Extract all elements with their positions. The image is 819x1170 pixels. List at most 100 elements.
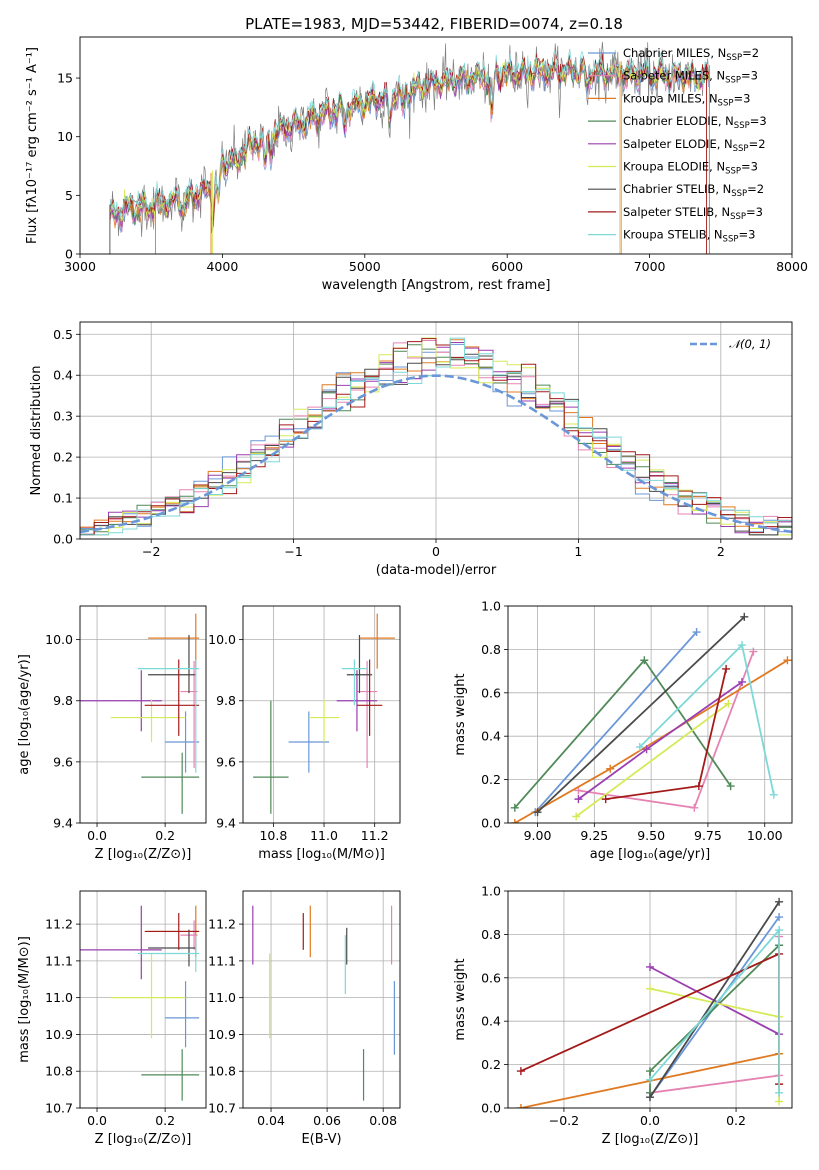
- residuals-ytick-label-4: 0.4: [53, 368, 73, 383]
- axes-Z-weight: −0.2 0.0 0.2 0.0 0.2 0.4 0.6 0.8 1.0 Z [log₁₀(Z/Z…: [453, 884, 793, 1147]
- Z-age-point-salpeter-stelib: [144, 659, 200, 736]
- legend-suffix-kroupa-miles: =3: [733, 91, 750, 105]
- axes-Z-mass: 0.0 0.2 10.7 10.8 10.9 11.0 11.1 11.2 Z [log₁₀(Z…: [17, 890, 207, 1147]
- legend-suffix-chabrier-elodie: =3: [750, 114, 767, 128]
- Z-weight-frame: [507, 890, 793, 1109]
- spectrum-marks: [109, 41, 710, 254]
- age-weight-marker-salpeter-elodie-1: [642, 745, 651, 754]
- Z-age-ytick-label-3: 10.0: [45, 632, 73, 647]
- age-weight-frame: [507, 605, 793, 824]
- Z-weight-ytick-label-2: 0.4: [481, 1014, 501, 1029]
- age-weight-ytick-label-5: 1.0: [481, 599, 501, 614]
- Z-mass-ytick-label-0: 10.7: [45, 1101, 73, 1116]
- age-weight-marker-chabrier-stelib-1: [740, 612, 749, 621]
- spectrum-xtick-label-0: 3000: [64, 259, 96, 274]
- residuals-xtick-label-2: 0: [432, 544, 440, 559]
- Z-age-frame: [79, 605, 207, 824]
- mass-age-point-kroupa-stelib: [341, 659, 368, 706]
- Z-weight-marker-kroupa-stelib-2: [775, 1088, 784, 1097]
- legend-sub-kroupa-stelib: SSP: [723, 235, 739, 245]
- ebv-mass-xtick-label-2: 0.08: [369, 1113, 397, 1128]
- Z-age-xtick-label-0: 0.0: [87, 828, 107, 843]
- Z-age-marks: [80, 613, 200, 814]
- legend-text-kroupa-miles: Kroupa MILES, N: [623, 91, 718, 105]
- mass-age-point-salpeter-stelib: [356, 659, 383, 736]
- residuals-xtick-label-1: −1: [284, 544, 302, 559]
- legend-label-chabrier-elodie: Chabrier ELODIE, NSSP=3: [623, 114, 767, 131]
- age-weight-marker-salpeter-stelib-1: [694, 782, 703, 791]
- residuals-xtick-label-0: −2: [142, 544, 160, 559]
- legend-text-salpeter-elodie: Salpeter ELODIE, N: [623, 137, 733, 151]
- legend-sub-kroupa-miles: SSP: [718, 98, 734, 108]
- age-weight-xtick-label-3: 9.75: [694, 828, 722, 843]
- Z-age-point-kroupa-stelib: [137, 659, 200, 773]
- Z-age-xtick-label-1: 0.2: [155, 828, 175, 843]
- ebv-mass-ytick-label-1: 10.8: [208, 1064, 236, 1079]
- ebv-mass-ytick-label-2: 10.9: [208, 1027, 236, 1042]
- ebv-mass-ytick-label-4: 11.1: [208, 953, 236, 968]
- ebv-mass-xlabel: E(B-V): [301, 1132, 341, 1147]
- ebv-mass-xtick-label-1: 0.06: [313, 1113, 341, 1128]
- residuals-frame: [79, 321, 793, 540]
- spectrum-xtick-label-3: 6000: [491, 259, 523, 274]
- legend-suffix-salpeter-elodie: =2: [749, 137, 766, 151]
- Z-mass-ytick-label-4: 11.1: [45, 953, 73, 968]
- Z-weight-ytick-label-3: 0.6: [481, 970, 501, 985]
- age-weight-marker-kroupa-miles-2: [783, 656, 792, 665]
- residuals-ytick-label-0: 0.0: [53, 532, 73, 547]
- age-weight-marker-kroupa-miles-0: [510, 819, 519, 823]
- residuals-xlabel: (data-model)/error: [376, 563, 497, 578]
- legend-label-kroupa-miles: Kroupa MILES, NSSP=3: [623, 91, 750, 108]
- legend-suffix-chabrier-stelib: =2: [747, 182, 764, 196]
- mass-age-point-kroupa-elodie: [308, 699, 340, 743]
- age-weight-marker-chabrier-elodie-2: [726, 782, 735, 791]
- spectrum-xlabel: wavelength [Angstrom, rest frame]: [322, 278, 551, 293]
- Z-mass-point-salpeter-elodie: [80, 905, 162, 980]
- age-weight-marks: [510, 612, 792, 823]
- legend-sub-kroupa-elodie: SSP: [725, 167, 741, 177]
- age-weight-marker-kroupa-elodie-0: [572, 812, 581, 821]
- Z-weight-line-chabrier-stelib: [649, 901, 780, 1098]
- legend-sub-chabrier-stelib: SSP: [731, 189, 747, 199]
- age-weight-marker-salpeter-miles-1: [690, 803, 699, 812]
- age-weight-line-chabrier-miles: [534, 631, 698, 813]
- Z-age-point-kroupa-miles: [148, 613, 200, 669]
- legend-text-chabrier-stelib: Chabrier STELIB, N: [623, 182, 731, 196]
- spectrum-xtick-label-5: 8000: [776, 259, 808, 274]
- age-weight-marker-kroupa-stelib-0: [635, 743, 644, 752]
- residuals-xtick-label-4: 2: [717, 544, 725, 559]
- mass-age-xlabel: mass [log₁₀(M/M⊙)]: [258, 847, 385, 862]
- age-weight-marker-kroupa-miles-1: [606, 764, 615, 773]
- spectrum-frame: [79, 36, 793, 255]
- Z-weight-ytick-label-0: 0.0: [481, 1101, 501, 1116]
- Z-age-xlabel: Z [log₁₀(Z/Z⊙)]: [95, 847, 192, 862]
- spectrum-ytick-label-2: 10: [57, 129, 73, 144]
- mass-age-point-salpeter-elodie: [336, 670, 378, 732]
- mass-age-ytick-label-0: 9.4: [216, 816, 236, 831]
- Z-mass-xlabel: Z [log₁₀(Z/Z⊙)]: [95, 1132, 192, 1147]
- Z-weight-marker-chabrier-elodie-1: [646, 1067, 654, 1076]
- Z-weight-marker-chabrier-miles-1: [775, 913, 784, 922]
- ebv-mass-plot-area: [243, 891, 400, 1109]
- spectrum-xtick-label-1: 4000: [206, 259, 238, 274]
- mass-age-point-chabrier-miles: [288, 711, 330, 773]
- Z-age-ylabel: age [log₁₀(age/yr)]: [17, 654, 32, 775]
- age-weight-marker-kroupa-stelib-1: [738, 641, 747, 650]
- axes-spectrum: 3000 4000 5000 6000 7000 8000 0 5 10 15 wavelength…: [25, 36, 808, 293]
- Z-mass-marks: [80, 905, 200, 1101]
- hist-legend-label: 𝒩(0, 1): [729, 337, 771, 351]
- Z-age-ytick-label-2: 9.8: [53, 693, 73, 708]
- legend-label-chabrier-miles: Chabrier MILES, NSSP=2: [623, 46, 759, 63]
- legend-sub-salpeter-miles: SSP: [725, 76, 741, 86]
- age-weight-xtick-label-0: 9.00: [524, 828, 552, 843]
- axes-Z-age: 0.0 0.2 9.4 9.6 9.8 10.0 Z [log₁₀(Z/Z⊙)] age [l…: [17, 605, 207, 862]
- age-weight-marker-chabrier-miles-1: [692, 628, 701, 637]
- mass-age-point-salpeter-miles: [356, 661, 378, 768]
- mass-age-point-kroupa-miles: [359, 613, 395, 669]
- mass-age-xtick-label-2: 11.2: [361, 828, 389, 843]
- age-weight-marker-kroupa-stelib-2: [769, 790, 778, 799]
- legend-suffix-kroupa-elodie: =3: [741, 160, 758, 174]
- Z-mass-point-kroupa-elodie: [110, 953, 186, 1039]
- spectrum-ylabel: Flux [fλ10⁻¹⁷ erg cm⁻² s⁻¹ A⁻¹]: [25, 47, 40, 244]
- mass-age-xtick-label-0: 10.8: [259, 828, 287, 843]
